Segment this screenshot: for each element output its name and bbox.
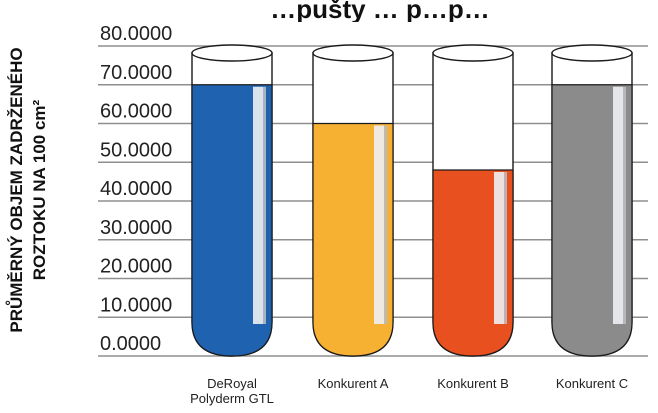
tube-liquid: [191, 84, 273, 357]
tube-rim: [551, 44, 633, 62]
tube-highlight: [494, 172, 504, 324]
tube-highlight-edge: [623, 86, 626, 324]
y-axis-label: PRŮMĚRNÝ OBJEM ZADRŽENÉHO ROZTOKU NA 100…: [6, 47, 49, 332]
tubes: [191, 44, 633, 357]
tube-bar: [551, 44, 633, 357]
tube-liquid: [432, 169, 514, 357]
y-tick-label: 70.0000: [100, 62, 172, 84]
y-tick-label: 0.0000: [100, 333, 161, 355]
x-category-label: Konkurent A: [318, 376, 389, 391]
y-axis-label-line-1: PRŮMĚRNÝ OBJEM ZADRŽENÉHO: [6, 47, 26, 332]
x-category-label: DeRoyal: [207, 376, 257, 391]
y-axis-label-line-2: ROZTOKU NA 100 cm²: [30, 99, 49, 280]
x-category-label: Polyderm GTL: [190, 391, 274, 406]
x-category-label: Konkurent C: [556, 376, 628, 391]
tube-liquid: [312, 122, 394, 357]
x-category-label: Konkurent B: [437, 376, 509, 391]
y-axis-ticks: 0.0000 10.0000 20.0000 30.0000 40.0000 50.000…: [100, 23, 172, 355]
y-tick-label: 20.0000: [100, 256, 172, 278]
tube-rim: [312, 44, 394, 62]
chart-title: …pušty … p…p…: [270, 0, 490, 24]
tube-rim: [432, 44, 514, 62]
tube-rim: [191, 44, 273, 62]
tube-bar: [191, 44, 273, 357]
tube-liquid: [551, 84, 633, 357]
tube-bar: [312, 44, 394, 357]
y-tick-label: 50.0000: [100, 139, 172, 161]
tube-highlight: [253, 86, 263, 324]
y-tick-label: 40.0000: [100, 178, 172, 200]
y-tick-label: 10.0000: [100, 294, 172, 316]
tube-highlight: [613, 86, 623, 324]
tube-highlight-edge: [384, 125, 387, 324]
tube-highlight-edge: [263, 86, 266, 324]
y-tick-label: 80.0000: [100, 23, 172, 45]
y-tick-label: 60.0000: [100, 101, 172, 123]
tube-bar: [432, 44, 514, 357]
tube-highlight-edge: [504, 172, 507, 324]
y-tick-label: 30.0000: [100, 217, 172, 239]
tube-highlight: [374, 125, 384, 324]
